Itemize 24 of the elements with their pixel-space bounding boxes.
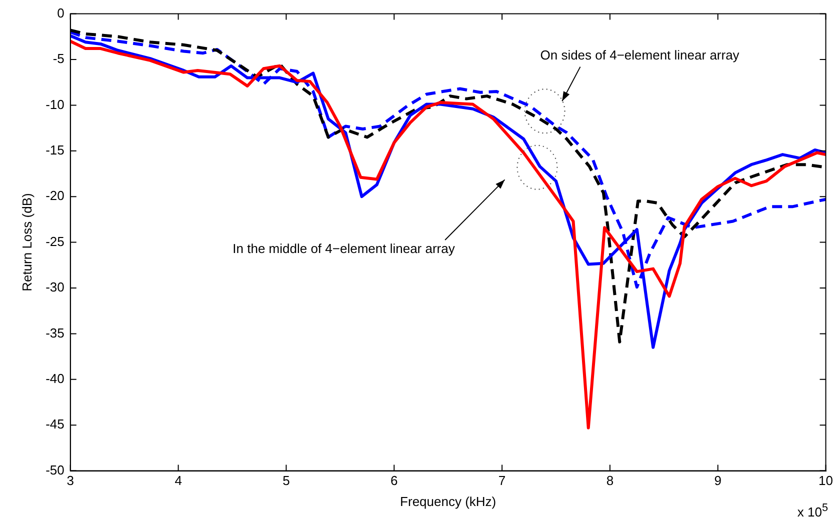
x-tick-label: 9 [714, 473, 722, 488]
y-tick-label: -35 [46, 325, 64, 340]
y-tick-label: -30 [46, 280, 64, 295]
y-tick-label: -50 [46, 462, 64, 478]
y-tick-label: 0 [57, 5, 64, 20]
x-axis-title: Frequency (kHz) [400, 494, 496, 509]
x-tick-label: 3 [66, 473, 74, 488]
x-tick-label: 6 [390, 473, 398, 488]
text: x 10$^{5}$ [797, 502, 828, 519]
y-tick-label: -20 [46, 188, 64, 204]
annotation: On sides of 4−element linear array [540, 47, 740, 62]
y-tick-label: -40 [46, 370, 64, 386]
y-axis-title: Return Loss (dB) [19, 193, 34, 292]
y-tick-label: -15 [46, 142, 64, 158]
x-tick-label: 8 [606, 473, 614, 488]
annotation: In the middle of 4−element linear array [232, 241, 456, 256]
y-tick-label: -10 [46, 96, 64, 112]
x-tick-label: 10 [818, 473, 834, 488]
y-tick-label: -25 [46, 234, 64, 249]
x-tick-label: 7 [498, 473, 506, 488]
x-tick-label: 4 [174, 473, 182, 488]
y-tick-label: -45 [46, 416, 64, 432]
x-tick-label: 5 [282, 473, 290, 488]
y-tick-label: -5 [52, 51, 64, 66]
